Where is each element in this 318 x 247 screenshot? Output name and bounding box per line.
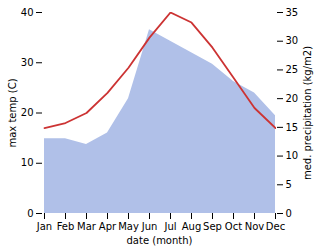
svg-text:Feb: Feb [57,221,75,232]
svg-text:Nov: Nov [245,221,265,232]
svg-text:30: 30 [286,35,299,46]
svg-text:10: 10 [21,157,34,168]
svg-text:25: 25 [286,64,299,75]
svg-text:date (month): date (month) [127,235,193,246]
svg-text:med. precipitation (kg/m2): med. precipitation (kg/m2) [302,46,313,180]
svg-text:15: 15 [286,122,299,133]
svg-text:May: May [118,221,139,232]
svg-text:Sep: Sep [203,221,222,232]
svg-text:Apr: Apr [99,221,117,232]
svg-text:max temp (C): max temp (C) [7,78,18,147]
svg-text:5: 5 [286,179,292,190]
svg-text:Jan: Jan [36,221,52,232]
svg-text:0: 0 [27,208,33,219]
svg-text:Jul: Jul [163,221,176,232]
svg-text:Dec: Dec [266,221,285,232]
svg-text:Oct: Oct [225,221,242,232]
svg-text:10: 10 [286,150,299,161]
svg-text:0: 0 [286,208,292,219]
svg-text:Aug: Aug [182,221,202,232]
svg-text:30: 30 [21,57,34,68]
svg-text:Mar: Mar [77,221,97,232]
svg-text:40: 40 [21,7,34,18]
svg-text:Jun: Jun [141,221,158,232]
svg-text:20: 20 [21,107,34,118]
svg-text:20: 20 [286,93,299,104]
svg-text:35: 35 [286,7,299,18]
